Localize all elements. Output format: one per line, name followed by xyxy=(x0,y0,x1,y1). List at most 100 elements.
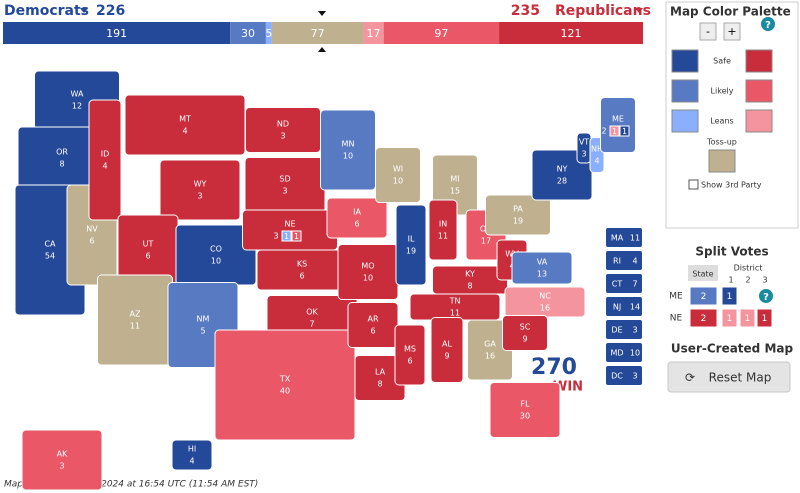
minus-button[interactable] xyxy=(699,22,717,41)
state[interactable] xyxy=(244,157,326,213)
state[interactable] xyxy=(502,315,548,351)
state[interactable] xyxy=(511,251,573,285)
district-box[interactable] xyxy=(609,125,620,137)
state[interactable] xyxy=(395,204,427,286)
state-ev: 11 xyxy=(438,232,448,241)
state[interactable] xyxy=(430,317,464,383)
district-box[interactable] xyxy=(291,230,302,242)
split-cell[interactable] xyxy=(756,308,773,328)
third-party-label[interactable]: Show 3rd Party xyxy=(701,181,762,190)
state-ev: 54 xyxy=(45,252,55,261)
swatch[interactable] xyxy=(745,79,773,103)
state-abbr: VT xyxy=(579,138,589,147)
state[interactable] xyxy=(375,147,421,203)
state-abbr: AR xyxy=(367,315,378,324)
small-state[interactable] xyxy=(606,228,642,247)
state-ev: 3 xyxy=(59,462,64,471)
state[interactable] xyxy=(214,329,356,441)
dropdown-arrow[interactable] xyxy=(635,8,643,13)
small-state-ev: 3 xyxy=(632,372,637,381)
state[interactable] xyxy=(256,249,348,291)
small-state[interactable] xyxy=(606,274,642,293)
reset-button[interactable] xyxy=(667,361,791,393)
state[interactable] xyxy=(531,149,593,201)
state-ev: 8 xyxy=(377,380,382,389)
state[interactable] xyxy=(124,94,246,156)
small-state[interactable] xyxy=(606,251,642,270)
small-state[interactable] xyxy=(606,366,642,385)
state[interactable] xyxy=(245,107,321,153)
district-box[interactable] xyxy=(281,230,292,242)
state-abbr: WY xyxy=(194,180,207,189)
state-ev: 16 xyxy=(540,304,550,313)
state-abbr: ME xyxy=(612,115,624,124)
state-abbr: VA xyxy=(537,258,548,267)
swatch[interactable] xyxy=(708,149,736,173)
small-state-ev: 14 xyxy=(630,303,640,312)
plus-button[interactable] xyxy=(723,22,741,41)
state[interactable] xyxy=(97,274,173,366)
state[interactable] xyxy=(320,109,376,191)
district-box[interactable] xyxy=(619,125,630,137)
state-abbr: ID xyxy=(101,150,110,159)
state[interactable] xyxy=(159,159,241,221)
split-cell[interactable] xyxy=(721,308,738,328)
rep-label[interactable]: Republicans xyxy=(555,3,651,19)
small-state-abbr: CT xyxy=(612,280,623,289)
palette-label: Likely xyxy=(711,87,734,96)
checkbox[interactable] xyxy=(688,179,699,190)
state[interactable] xyxy=(88,99,122,221)
minus-label[interactable]: - xyxy=(706,25,710,38)
state-abbr: CO xyxy=(210,245,222,254)
swatch[interactable] xyxy=(745,109,773,133)
state[interactable] xyxy=(326,197,388,239)
help-icon[interactable] xyxy=(761,17,775,31)
help-icon[interactable] xyxy=(759,289,773,303)
state[interactable] xyxy=(489,382,561,438)
state-abbr: ND xyxy=(277,120,289,129)
state[interactable] xyxy=(485,194,551,236)
small-state-ev: 3 xyxy=(632,326,637,335)
state-ev: 10 xyxy=(363,274,373,283)
state-ev: 8 xyxy=(59,160,64,169)
reset-icon[interactable]: ⟳ xyxy=(685,371,695,385)
state[interactable] xyxy=(337,244,399,300)
state[interactable] xyxy=(394,324,426,386)
swatch[interactable] xyxy=(745,49,773,73)
small-state[interactable] xyxy=(606,320,642,339)
state[interactable] xyxy=(347,302,399,348)
state-ev: 19 xyxy=(406,247,416,256)
small-state-abbr: MD xyxy=(610,349,623,358)
state-abbr: LA xyxy=(375,368,386,377)
bar-label: 191 xyxy=(106,27,127,40)
state[interactable] xyxy=(242,209,338,251)
split-cell[interactable] xyxy=(721,286,738,306)
state[interactable] xyxy=(21,429,103,491)
dropdown-arrow[interactable] xyxy=(80,8,88,13)
split-cell[interactable] xyxy=(689,286,718,306)
reset-label[interactable]: Reset Map xyxy=(709,371,772,385)
swatch[interactable] xyxy=(671,109,699,133)
swatch[interactable] xyxy=(671,79,699,103)
bar-segment xyxy=(265,22,272,44)
split-cell[interactable] xyxy=(689,308,718,328)
state-abbr: PA xyxy=(513,205,523,214)
state[interactable] xyxy=(171,439,213,471)
dem-total: 226 xyxy=(96,3,125,19)
dem-label[interactable]: Democrats xyxy=(4,3,89,19)
split-cell[interactable] xyxy=(739,308,756,328)
bar-segment xyxy=(363,22,384,44)
plus-label[interactable]: + xyxy=(727,25,736,38)
logo-win: WIN xyxy=(553,380,583,395)
state[interactable] xyxy=(600,97,636,153)
small-state[interactable] xyxy=(606,343,642,362)
state-abbr: NE xyxy=(284,220,295,229)
state[interactable] xyxy=(428,199,458,261)
state-ev: 6 xyxy=(407,357,412,366)
help-text[interactable]: ? xyxy=(765,20,771,31)
small-state[interactable] xyxy=(606,297,642,316)
state-ev: 28 xyxy=(557,177,567,186)
swatch[interactable] xyxy=(671,49,699,73)
state-ev: 9 xyxy=(522,335,527,344)
